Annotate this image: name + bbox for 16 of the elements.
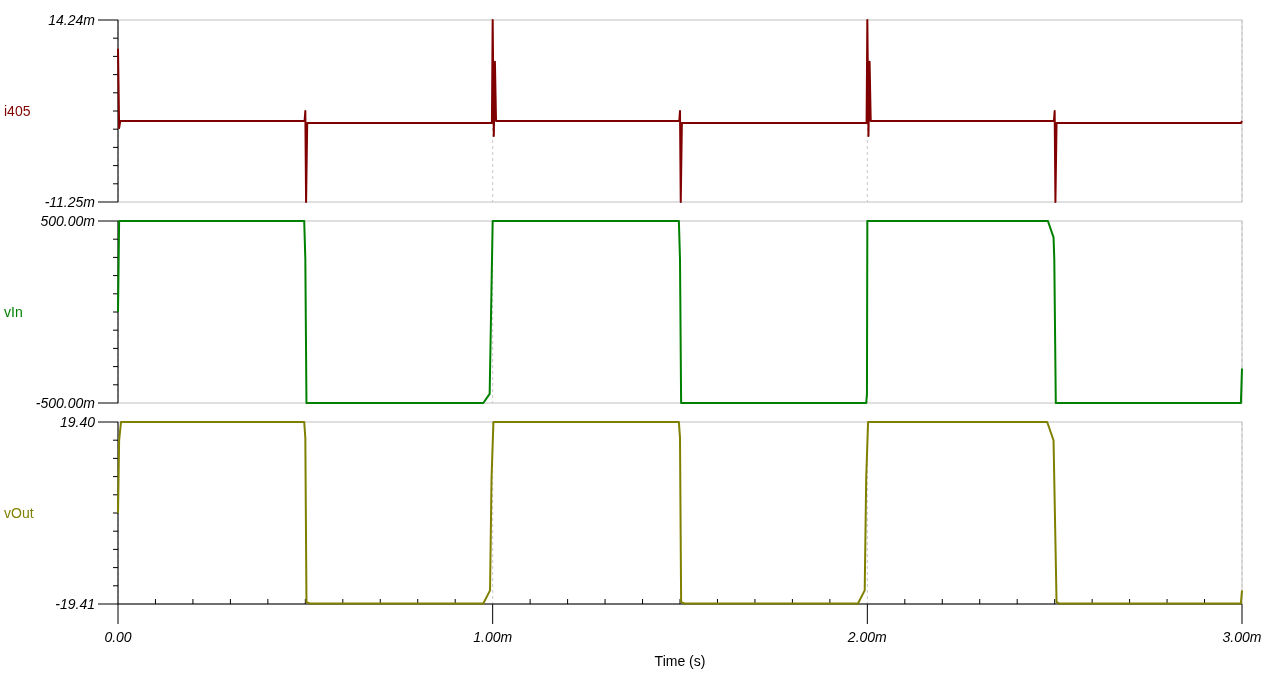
x-tick-label: 2.00m	[846, 629, 888, 645]
y-tick-label: -500.00m	[35, 394, 96, 411]
y-tick-label: 14.24m	[48, 11, 96, 28]
y-tick-label: -11.25m	[44, 193, 96, 210]
line-series	[117, 220, 1243, 404]
y-axis-title: vOut	[4, 504, 34, 521]
x-tick-label: 0.00	[104, 629, 132, 645]
y-tick-label: 500.00m	[40, 212, 96, 229]
y-tick-label: 19.40	[59, 413, 96, 430]
x-tick-label: 3.00m	[1222, 629, 1262, 645]
x-tick-label: 1.00m	[473, 629, 513, 645]
y-axis-title: i405	[4, 102, 31, 119]
y-tick-label: -19.41	[55, 595, 95, 612]
y-axis-title: vIn	[4, 303, 23, 320]
line-series	[117, 19, 1243, 203]
x-axis-title: Time (s)	[654, 653, 706, 669]
